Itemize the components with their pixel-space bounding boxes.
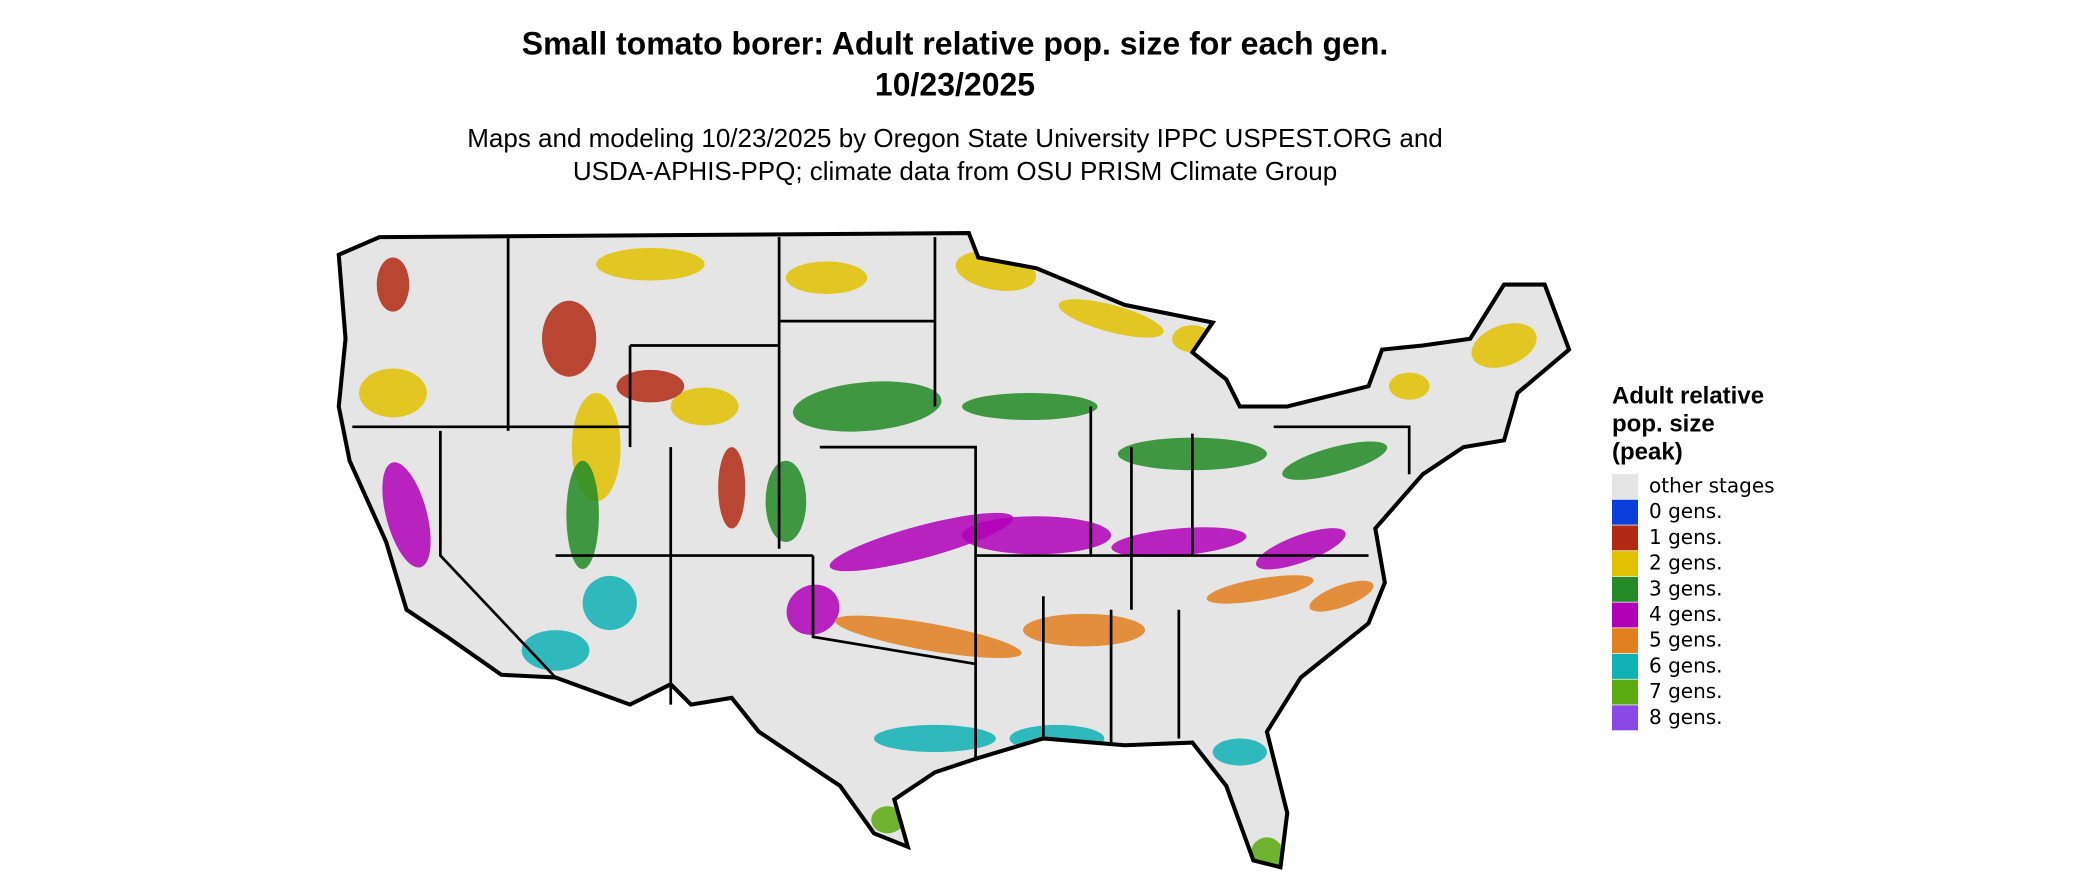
legend-swatch — [1612, 474, 1638, 499]
legend-swatch — [1612, 525, 1638, 551]
legend-swatch — [1612, 551, 1638, 577]
legend-label: 2 gens. — [1649, 551, 1723, 575]
legend-swatch — [1612, 499, 1638, 525]
legend-swatch — [1612, 576, 1638, 602]
generation-area — [359, 368, 427, 418]
subtitle: Maps and modeling 10/23/2025 by Oregon S… — [467, 123, 1443, 153]
generation-area — [829, 512, 1014, 572]
generation-area — [1388, 372, 1430, 400]
generation-area — [521, 630, 590, 671]
subtitle: USDA-APHIS-PPQ; climate data from OSU PR… — [573, 156, 1337, 186]
generation-area — [582, 575, 637, 631]
generation-area — [871, 806, 904, 834]
legend-swatch — [1612, 602, 1638, 628]
generation-area — [792, 381, 942, 432]
legend-title: Adult relative — [1612, 382, 1764, 409]
generation-area — [765, 460, 807, 542]
legend-label: 6 gens. — [1649, 653, 1723, 677]
generation-area — [1111, 527, 1247, 557]
land — [338, 233, 1570, 868]
legend-swatch — [1612, 653, 1638, 679]
map — [336, 231, 1572, 870]
legend-label: 0 gens. — [1649, 499, 1723, 523]
generation-area — [1212, 738, 1267, 766]
state-borders — [352, 237, 1411, 759]
generation-area — [566, 460, 599, 570]
legend-swatch — [1612, 705, 1638, 731]
generation-area — [962, 516, 1112, 555]
legend-title: (peak) — [1612, 438, 1683, 465]
legend-swatch — [1612, 679, 1638, 705]
title: Small tomato borer: Adult relative pop. … — [522, 25, 1389, 61]
generation-area — [596, 247, 705, 281]
generation-area — [376, 257, 410, 312]
legend-label: 3 gens. — [1649, 576, 1723, 600]
legend-label: 5 gens. — [1649, 628, 1723, 652]
generation-area — [873, 724, 996, 753]
generation-area — [1058, 299, 1164, 338]
us-outline — [336, 231, 1572, 870]
legend-title: pop. size — [1612, 410, 1715, 437]
generation-area — [1309, 580, 1374, 612]
generation-areas — [359, 247, 1537, 868]
generation-area — [1255, 528, 1346, 570]
legend: Adult relative pop. size (peak) other st… — [1612, 382, 1775, 731]
generation-area — [616, 369, 685, 403]
generation-area — [962, 392, 1098, 421]
legend-swatch — [1612, 628, 1638, 654]
generation-area — [718, 447, 746, 529]
generation-area — [785, 261, 868, 295]
generation-area — [1471, 323, 1537, 368]
generation-area — [382, 462, 431, 568]
generation-area — [670, 387, 739, 426]
generation-area — [1282, 441, 1388, 480]
generation-area — [542, 300, 597, 377]
legend-label: 8 gens. — [1649, 705, 1723, 729]
legend-label: 7 gens. — [1649, 679, 1723, 703]
generation-area — [1206, 575, 1314, 604]
generation-area — [1023, 613, 1145, 647]
legend-label: other stages — [1649, 474, 1775, 498]
date: 10/23/2025 — [875, 66, 1035, 102]
legend-label: 4 gens. — [1649, 602, 1723, 626]
legend-label: 1 gens. — [1649, 525, 1723, 549]
